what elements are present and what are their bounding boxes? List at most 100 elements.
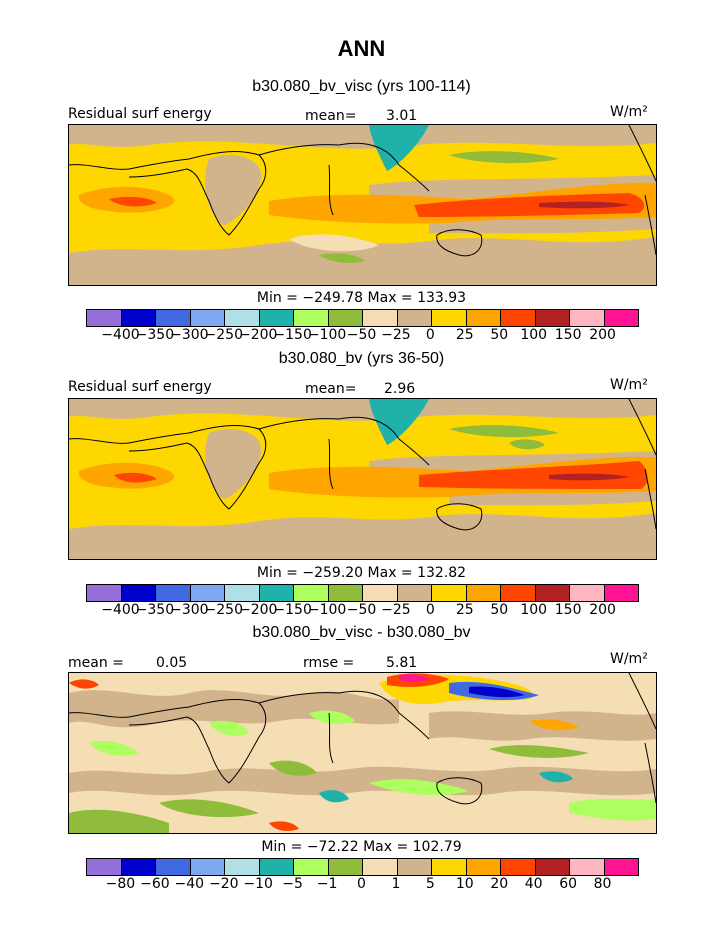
colorbar-tick-label: 60	[559, 876, 578, 892]
colorbar-tick-label: −250	[204, 327, 243, 343]
field-region	[539, 771, 573, 783]
colorbar-tick-label: 100	[520, 327, 548, 343]
field-region	[469, 686, 525, 698]
colorbar-tick-label: −10	[243, 876, 273, 892]
panel-3-title: b30.080_bv_visc - b30.080_bv	[252, 624, 471, 641]
panel-2-colorbar-ticks: −400 −350 −300 −250 −200 −150 −100 −50 −25 0 25 50 1…	[86, 602, 637, 620]
field-region	[529, 719, 579, 731]
colorbar-swatch	[121, 310, 156, 326]
field-region	[269, 821, 299, 831]
field-region	[319, 790, 349, 803]
colorbar-swatch	[363, 310, 398, 326]
colorbar-tick-label: 200	[589, 602, 616, 618]
colorbar-swatch	[87, 310, 122, 326]
panel-3-colorbar	[86, 858, 639, 876]
panel-1-units: W/m²	[610, 104, 648, 120]
colorbar-tick-label: −350	[135, 327, 175, 343]
field-region	[369, 399, 429, 445]
panel-3-rmse-label: rmse =	[303, 655, 355, 671]
field-region	[204, 154, 261, 225]
colorbar-tick-label: 40	[524, 876, 543, 892]
colorbar-swatch	[328, 310, 363, 326]
field-region	[204, 428, 261, 499]
coastlines	[69, 673, 656, 805]
colorbar-swatch	[397, 310, 432, 326]
panel-2-mean-label: mean=	[305, 381, 357, 397]
field-region	[69, 125, 656, 149]
field-region	[69, 679, 99, 689]
field-region	[69, 766, 656, 796]
field-region	[69, 809, 169, 833]
colorbar-tick-label: −25	[381, 602, 411, 618]
field-region	[269, 760, 317, 776]
colorbar-swatch	[432, 585, 467, 601]
colorbar-swatch	[363, 585, 398, 601]
colorbar-swatch	[501, 585, 536, 601]
colorbar-tick-label: −80	[105, 876, 136, 892]
panel-2-colorbar	[86, 584, 639, 602]
panel-3-colorbar-ticks: −80 −60 −40 −20 −10 −5 −1 0 1 5 10 20 40 60 80	[86, 876, 637, 894]
colorbar-tick-label: −25	[381, 327, 411, 343]
field-region	[319, 253, 365, 263]
colorbar-swatch	[328, 859, 363, 875]
colorbar-tick-label: 25	[455, 327, 474, 343]
colorbar-tick-label: −20	[208, 876, 239, 892]
colorbar-swatch	[190, 310, 225, 326]
colorbar-swatch	[535, 310, 570, 326]
field-region	[69, 513, 656, 559]
field-region	[289, 234, 379, 252]
colorbar-swatch	[570, 585, 605, 601]
colorbar-tick-label: 10	[455, 876, 474, 892]
colorbar-swatch	[535, 585, 570, 601]
field-region	[509, 439, 545, 450]
panel-2-title: b30.080_bv (yrs 36-50)	[278, 350, 445, 367]
colorbar-swatch	[570, 859, 605, 875]
colorbar-tick-label: 1	[391, 876, 401, 892]
colorbar-tick-label: −150	[273, 327, 312, 343]
colorbar-swatch	[156, 310, 191, 326]
colorbar-swatch	[156, 859, 191, 875]
field-region	[69, 399, 656, 421]
field-region	[209, 720, 249, 736]
colorbar-tick-label: 80	[593, 876, 612, 892]
colorbar-tick-label: −200	[238, 602, 278, 618]
colorbar-tick-label: 25	[455, 602, 474, 618]
colorbar-tick-label: 200	[589, 327, 616, 343]
colorbar-swatch	[604, 585, 638, 601]
panel-3-min-max: Min = −72.22 Max = 102.79	[261, 839, 462, 855]
panel-3-mean-label: mean =	[68, 655, 124, 671]
colorbar-tick-label: −1	[316, 876, 338, 892]
panel-3-map	[68, 672, 657, 834]
panel-2-units: W/m²	[610, 377, 648, 393]
colorbar-tick-label: −300	[170, 327, 209, 343]
field-region	[114, 472, 157, 483]
panel-1-colorbar	[86, 309, 639, 327]
colorbar-tick-label: −50	[346, 602, 377, 618]
field-region	[369, 125, 429, 171]
colorbar-tick-label: 150	[554, 327, 582, 343]
panel-1-field-label: Residual surf energy	[68, 106, 212, 122]
colorbar-tick-label: −40	[174, 876, 205, 892]
field-region	[399, 674, 429, 682]
field-region	[109, 196, 157, 207]
field-region	[539, 201, 629, 209]
main-title: ANN	[337, 36, 386, 61]
colorbar-swatch	[604, 310, 638, 326]
colorbar-swatch	[87, 859, 122, 875]
colorbar-swatch	[328, 585, 363, 601]
panel-3-rmse-value: 5.81	[386, 655, 418, 671]
colorbar-swatch	[501, 859, 536, 875]
colorbar-swatch	[432, 859, 467, 875]
colorbar-swatch	[225, 310, 260, 326]
colorbar-swatch	[466, 310, 501, 326]
colorbar-swatch	[121, 859, 156, 875]
panel-2-min-max: Min = −259.20 Max = 132.82	[256, 565, 467, 581]
panel-1-mean-label: mean=	[305, 108, 357, 124]
colorbar-swatch	[570, 310, 605, 326]
colorbar-swatch	[466, 585, 501, 601]
colorbar-tick-label: 150	[554, 602, 582, 618]
field-region	[449, 425, 559, 438]
colorbar-tick-label: 20	[490, 876, 509, 892]
colorbar-tick-label: 0	[425, 602, 435, 618]
panel-1-mean-value: 3.01	[386, 108, 418, 124]
